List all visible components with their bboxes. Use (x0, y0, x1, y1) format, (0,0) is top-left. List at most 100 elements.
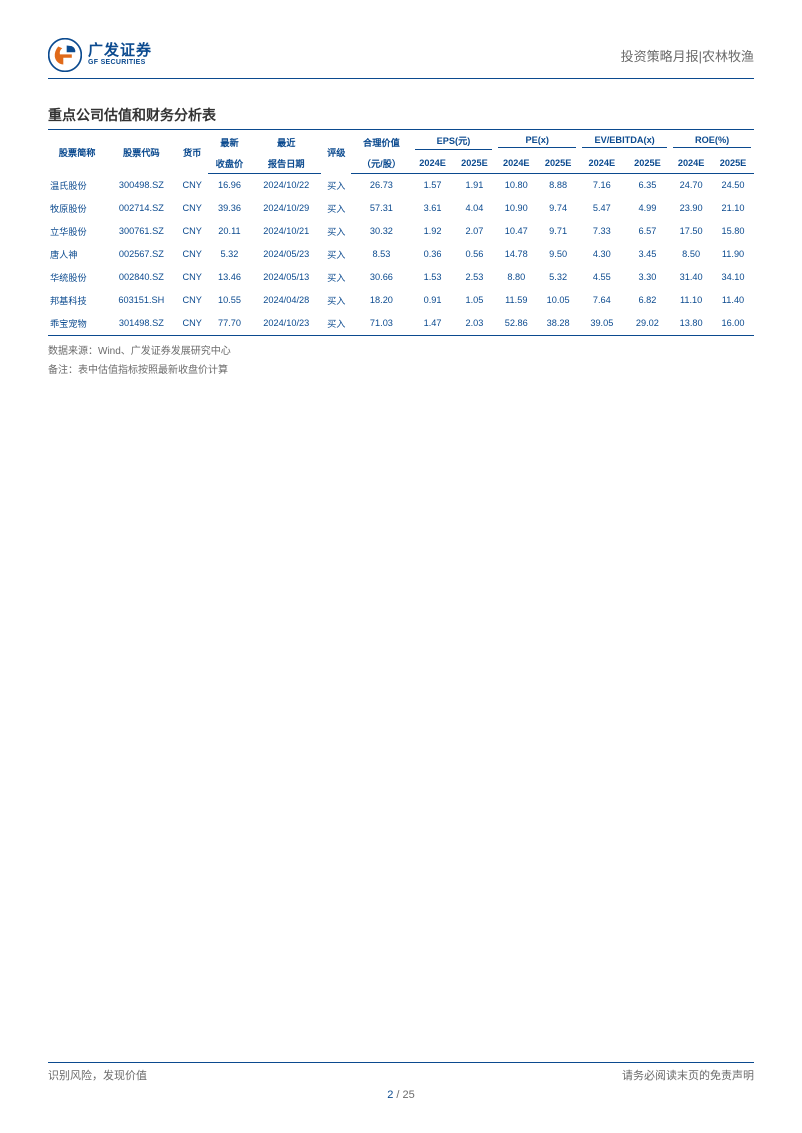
col-roe-25: 2025E (712, 153, 754, 174)
table-row: 立华股份300761.SZCNY20.112024/10/21买入30.321.… (48, 220, 754, 243)
footer-left: 识别风险，发现价值 (48, 1067, 147, 1083)
cell-ccy: CNY (176, 289, 207, 312)
cell-pe24: 52.86 (495, 312, 537, 336)
cell-name: 温氏股份 (48, 174, 106, 197)
col-ev-25: 2025E (625, 153, 671, 174)
cell-rptdate: 2024/10/22 (251, 174, 321, 197)
logo-name-en: GF SECURITIES (88, 59, 152, 67)
cell-rating: 买入 (321, 266, 351, 289)
cell-code: 603151.SH (106, 289, 176, 312)
cell-pe24: 10.80 (495, 174, 537, 197)
cell-ev25: 29.02 (625, 312, 671, 336)
cell-pe24: 8.80 (495, 266, 537, 289)
col-rptdate-top: 最近 (251, 130, 321, 154)
cell-rating: 买入 (321, 174, 351, 197)
col-code: 股票代码 (106, 130, 176, 174)
cell-roe24: 31.40 (670, 266, 712, 289)
cell-close: 16.96 (208, 174, 251, 197)
cell-roe24: 24.70 (670, 174, 712, 197)
page-number: 2 / 25 (48, 1089, 754, 1101)
cell-pe25: 9.50 (537, 243, 579, 266)
cell-code: 301498.SZ (106, 312, 176, 336)
col-eps-24: 2024E (412, 153, 454, 174)
cell-ev25: 6.82 (625, 289, 671, 312)
cell-roe25: 21.10 (712, 197, 754, 220)
cell-ev24: 5.47 (579, 197, 625, 220)
group-roe: ROE(%) (670, 130, 754, 154)
cell-eps25: 1.05 (454, 289, 496, 312)
cell-ev25: 3.45 (625, 243, 671, 266)
cell-fair: 30.32 (351, 220, 411, 243)
table-row: 乖宝宠物301498.SZCNY77.702024/10/23买入71.031.… (48, 312, 754, 336)
cell-pe25: 38.28 (537, 312, 579, 336)
page-header: 广发证券 GF SECURITIES 投资策略月报|农林牧渔 (48, 38, 754, 79)
col-rating: 评级 (321, 130, 351, 174)
cell-close: 10.55 (208, 289, 251, 312)
col-eps-25: 2025E (454, 153, 496, 174)
cell-roe24: 13.80 (670, 312, 712, 336)
table-row: 邦基科技603151.SHCNY10.552024/04/28买入18.200.… (48, 289, 754, 312)
cell-fair: 57.31 (351, 197, 411, 220)
cell-code: 300498.SZ (106, 174, 176, 197)
page-footer: 识别风险，发现价值 请务必阅读末页的免责声明 2 / 25 (48, 1062, 754, 1101)
cell-ev24: 39.05 (579, 312, 625, 336)
cell-ev25: 6.35 (625, 174, 671, 197)
note-remark: 备注：表中估值指标按照最新收盘价计算 (48, 361, 754, 380)
cell-roe24: 8.50 (670, 243, 712, 266)
cell-rptdate: 2024/10/21 (251, 220, 321, 243)
cell-code: 300761.SZ (106, 220, 176, 243)
col-fair-bot: （元/股） (351, 153, 411, 174)
col-close-bot: 收盘价 (208, 153, 251, 174)
cell-pe24: 14.78 (495, 243, 537, 266)
cell-name: 华统股份 (48, 266, 106, 289)
cell-close: 5.32 (208, 243, 251, 266)
cell-name: 邦基科技 (48, 289, 106, 312)
cell-name: 唐人神 (48, 243, 106, 266)
col-rptdate-bot: 报告日期 (251, 153, 321, 174)
note-source: 数据来源：Wind、广发证券发展研究中心 (48, 342, 754, 361)
cell-ccy: CNY (176, 312, 207, 336)
cell-code: 002714.SZ (106, 197, 176, 220)
cell-rating: 买入 (321, 312, 351, 336)
logo: 广发证券 GF SECURITIES (48, 38, 152, 72)
col-roe-24: 2024E (670, 153, 712, 174)
cell-close: 20.11 (208, 220, 251, 243)
cell-ev25: 3.30 (625, 266, 671, 289)
cell-eps24: 3.61 (412, 197, 454, 220)
cell-ev24: 4.30 (579, 243, 625, 266)
cell-rating: 买入 (321, 220, 351, 243)
cell-ev24: 4.55 (579, 266, 625, 289)
cell-pe24: 10.90 (495, 197, 537, 220)
cell-code: 002567.SZ (106, 243, 176, 266)
cell-roe25: 11.40 (712, 289, 754, 312)
cell-eps25: 2.03 (454, 312, 496, 336)
cell-name: 立华股份 (48, 220, 106, 243)
table-notes: 数据来源：Wind、广发证券发展研究中心 备注：表中估值指标按照最新收盘价计算 (48, 342, 754, 380)
group-pe: PE(x) (495, 130, 579, 154)
col-close-top: 最新 (208, 130, 251, 154)
cell-fair: 18.20 (351, 289, 411, 312)
cell-rptdate: 2024/10/23 (251, 312, 321, 336)
cell-roe25: 16.00 (712, 312, 754, 336)
cell-ccy: CNY (176, 220, 207, 243)
cell-eps24: 1.92 (412, 220, 454, 243)
cell-rptdate: 2024/04/28 (251, 289, 321, 312)
cell-fair: 26.73 (351, 174, 411, 197)
cell-name: 乖宝宠物 (48, 312, 106, 336)
cell-pe25: 8.88 (537, 174, 579, 197)
cell-eps24: 0.36 (412, 243, 454, 266)
cell-rptdate: 2024/10/29 (251, 197, 321, 220)
cell-eps25: 1.91 (454, 174, 496, 197)
cell-roe25: 34.10 (712, 266, 754, 289)
cell-close: 77.70 (208, 312, 251, 336)
cell-pe25: 10.05 (537, 289, 579, 312)
cell-rating: 买入 (321, 197, 351, 220)
cell-eps25: 0.56 (454, 243, 496, 266)
cell-eps24: 1.57 (412, 174, 454, 197)
footer-right: 请务必阅读末页的免责声明 (622, 1067, 754, 1083)
logo-name-cn: 广发证券 (88, 43, 152, 60)
cell-ev24: 7.16 (579, 174, 625, 197)
cell-close: 13.46 (208, 266, 251, 289)
cell-pe24: 11.59 (495, 289, 537, 312)
cell-ccy: CNY (176, 174, 207, 197)
